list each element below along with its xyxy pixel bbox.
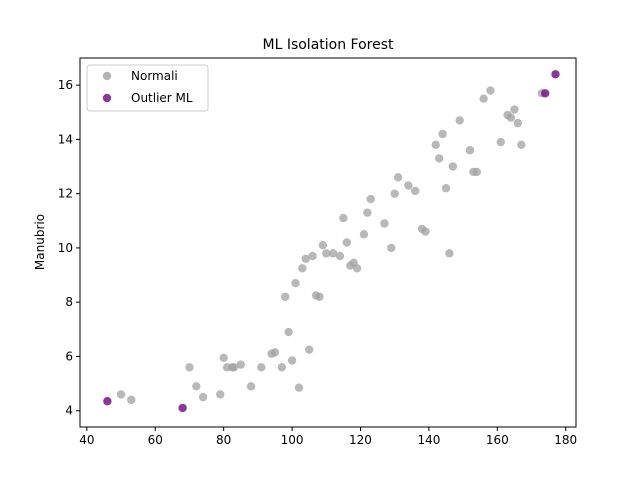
point-normali bbox=[510, 105, 519, 114]
point-normali bbox=[411, 186, 420, 196]
y-tick-label: 12 bbox=[58, 187, 73, 201]
point-normali bbox=[479, 94, 488, 103]
point-normali bbox=[431, 140, 440, 150]
point-normali bbox=[421, 227, 430, 236]
point-outlier-ml bbox=[103, 397, 112, 406]
plot-frame bbox=[79, 57, 577, 428]
point-normali bbox=[236, 360, 245, 369]
point-normali bbox=[486, 86, 495, 95]
y-axis-label: Manubrio bbox=[33, 214, 47, 270]
chart-title: ML Isolation Forest bbox=[262, 37, 394, 53]
y-tick-label: 6 bbox=[65, 349, 73, 363]
point-normali bbox=[298, 264, 307, 273]
x-tick-label: 40 bbox=[79, 433, 94, 447]
legend-marker bbox=[102, 93, 112, 103]
y-tick-label: 14 bbox=[58, 132, 73, 146]
point-normali bbox=[301, 254, 310, 263]
x-tick-label: 60 bbox=[148, 433, 163, 447]
point-normali bbox=[445, 249, 454, 258]
point-normali bbox=[472, 167, 481, 177]
point-normali bbox=[380, 219, 389, 228]
point-normali bbox=[284, 327, 293, 337]
point-normali bbox=[246, 382, 256, 391]
point-normali bbox=[455, 116, 464, 125]
point-normali bbox=[304, 345, 314, 354]
point-normali bbox=[387, 243, 396, 253]
point-normali bbox=[229, 363, 239, 372]
point-normali bbox=[277, 363, 287, 372]
point-normali bbox=[219, 353, 228, 363]
point-normali bbox=[465, 146, 475, 155]
y-tick-label: 10 bbox=[58, 241, 73, 255]
point-normali bbox=[318, 241, 328, 250]
point-normali bbox=[127, 395, 136, 405]
point-normali bbox=[393, 173, 403, 182]
point-normali bbox=[294, 383, 304, 392]
point-normali bbox=[270, 348, 280, 357]
point-normali bbox=[342, 238, 352, 247]
point-normali bbox=[434, 154, 444, 163]
point-normali bbox=[116, 390, 126, 399]
point-normali bbox=[308, 251, 317, 261]
y-tick-label: 16 bbox=[58, 78, 73, 92]
point-normali bbox=[390, 189, 399, 198]
point-normali bbox=[517, 140, 526, 150]
point-normali bbox=[352, 264, 362, 273]
point-normali bbox=[287, 356, 297, 365]
point-normali bbox=[257, 363, 266, 372]
point-normali bbox=[363, 208, 372, 217]
point-normali bbox=[339, 213, 348, 223]
y-tick-label: 4 bbox=[65, 404, 73, 418]
legend-box bbox=[86, 64, 209, 112]
x-tick-label: 120 bbox=[349, 433, 372, 447]
x-tick-label: 100 bbox=[281, 433, 304, 447]
point-normali bbox=[441, 184, 451, 193]
point-normali bbox=[185, 363, 194, 372]
x-tick-label: 160 bbox=[486, 433, 509, 447]
point-normali bbox=[513, 118, 523, 128]
point-normali bbox=[192, 382, 201, 391]
point-normali bbox=[281, 292, 290, 301]
point-outlier-ml bbox=[551, 70, 560, 79]
x-tick-label: 140 bbox=[417, 433, 440, 447]
point-outlier-ml bbox=[178, 403, 187, 413]
point-normali bbox=[404, 181, 413, 190]
point-normali bbox=[291, 278, 300, 288]
point-normali bbox=[322, 249, 331, 258]
y-tick-label: 8 bbox=[65, 295, 73, 309]
point-normali bbox=[448, 162, 458, 171]
legend-label: Outlier ML bbox=[131, 91, 193, 105]
legend-marker bbox=[102, 71, 112, 81]
point-normali bbox=[506, 113, 516, 122]
legend-label: Normali bbox=[131, 69, 178, 83]
x-tick-label: 180 bbox=[554, 433, 577, 447]
point-normali bbox=[198, 392, 208, 402]
x-tick-label: 80 bbox=[216, 433, 231, 447]
point-normali bbox=[328, 249, 338, 258]
point-normali bbox=[366, 194, 375, 204]
point-normali bbox=[335, 251, 345, 261]
point-outlier-ml bbox=[541, 89, 550, 98]
point-normali bbox=[496, 137, 505, 147]
point-normali bbox=[438, 129, 447, 139]
point-normali bbox=[359, 230, 369, 239]
legend: Normali Outlier ML bbox=[86, 64, 209, 112]
point-normali bbox=[315, 292, 324, 301]
point-normali bbox=[216, 390, 225, 399]
